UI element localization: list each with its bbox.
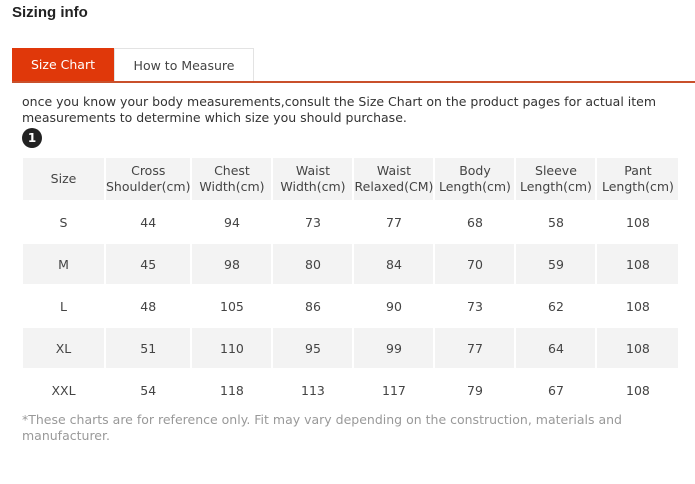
measurement-cell: 44 — [140, 214, 157, 230]
measurement-cell: 95 — [273, 328, 353, 368]
measurement-cell: 118 — [220, 382, 244, 398]
measurement-cell: 73 — [467, 298, 483, 314]
measurement-cell: 48 — [140, 298, 157, 314]
column-header-text: Length(cm) — [439, 179, 511, 194]
column-header-text: Length(cm) — [520, 179, 592, 194]
table-row: M 45 98 80 84 70 59 108 — [23, 244, 679, 284]
size-cell: XXL — [51, 382, 76, 398]
measurement-cell: 67 — [548, 382, 564, 398]
measurement-cell: 62 — [548, 298, 564, 314]
column-header-text: Length(cm) — [602, 179, 674, 194]
measurement-cell: 59 — [516, 244, 596, 284]
size-cell: XL — [23, 328, 104, 368]
measurement-cell: 110 — [192, 328, 272, 368]
measurement-cell: 108 — [626, 298, 650, 314]
column-header: Chest Width(cm) — [192, 158, 272, 200]
table-row: S 44 94 73 77 68 58 108 — [23, 202, 678, 242]
size-cell: L — [60, 298, 67, 314]
column-header-text: Chest — [214, 163, 250, 178]
measurement-cell: 99 — [354, 328, 434, 368]
measurement-cell: 105 — [220, 298, 244, 314]
size-cell: M — [23, 244, 104, 284]
tab-size-chart[interactable]: Size Chart — [12, 48, 114, 81]
measurement-cell: 51 — [106, 328, 191, 368]
column-header: Cross Shoulder(cm) — [106, 158, 191, 200]
column-header: Waist Width(cm) — [273, 158, 353, 200]
column-header-text: Shoulder(cm) — [106, 179, 191, 194]
column-header-text: Waist — [295, 163, 331, 178]
header-row: Size Cross Shoulder(cm) Chest Width(cm) Waist… — [23, 158, 679, 200]
table-row: XXL 54 118 113 117 79 67 108 — [23, 370, 678, 410]
column-header: Waist Relaxed(CM) — [354, 158, 434, 200]
intro-text: once you know your body measurements,con… — [22, 94, 657, 125]
page-title: Sizing info — [12, 4, 88, 21]
column-header-text: Waist — [376, 163, 412, 178]
measurement-cell: 68 — [467, 214, 483, 230]
measurement-cell: 45 — [106, 244, 191, 284]
disclaimer-note: *These charts are for reference only. Fi… — [22, 412, 622, 443]
measurement-cell: 108 — [597, 244, 679, 284]
measurement-cell: 90 — [386, 298, 402, 314]
column-header-text: Width(cm) — [280, 179, 346, 194]
column-header-text: Sleeve — [535, 163, 577, 178]
measurement-cell: 113 — [301, 382, 325, 398]
measurement-cell: 84 — [354, 244, 434, 284]
column-header-text: Relaxed(CM) — [354, 179, 434, 194]
measurement-cell: 108 — [597, 328, 679, 368]
column-header: Size — [23, 158, 104, 200]
column-header-text: Width(cm) — [199, 179, 265, 194]
measurement-cell: 73 — [305, 214, 321, 230]
measurement-cell: 54 — [140, 382, 157, 398]
measurement-cell: 79 — [467, 382, 483, 398]
measurement-cell: 86 — [305, 298, 321, 314]
measurement-cell: 77 — [435, 328, 515, 368]
column-header-text: Body — [459, 163, 491, 178]
measurement-cell: 58 — [548, 214, 564, 230]
measurement-cell: 117 — [382, 382, 406, 398]
column-header-text: Pant — [624, 163, 652, 178]
column-header: Pant Length(cm) — [597, 158, 679, 200]
measurement-cell: 108 — [626, 214, 650, 230]
step-number-badge: 1 — [22, 128, 42, 148]
measurement-cell: 64 — [516, 328, 596, 368]
column-header-text: Cross — [131, 163, 166, 178]
table-row: XL 51 110 95 99 77 64 108 — [23, 328, 679, 368]
measurement-cell: 80 — [273, 244, 353, 284]
column-header-text: Size — [50, 171, 77, 186]
table-row: L 48 105 86 90 73 62 108 — [23, 286, 678, 326]
size-cell: S — [59, 214, 68, 230]
measurement-cell: 70 — [435, 244, 515, 284]
measurement-cell: 94 — [224, 214, 240, 230]
measurement-cell: 108 — [626, 382, 650, 398]
size-chart-table: Size Cross Shoulder(cm) Chest Width(cm) Waist… — [21, 156, 680, 412]
tab-bar: Size Chart How to Measure — [12, 48, 695, 83]
tab-how-to-measure[interactable]: How to Measure — [114, 48, 254, 81]
measurement-cell: 98 — [192, 244, 272, 284]
column-header: Sleeve Length(cm) — [516, 158, 596, 200]
measurement-cell: 77 — [386, 214, 402, 230]
column-header: Body Length(cm) — [435, 158, 515, 200]
